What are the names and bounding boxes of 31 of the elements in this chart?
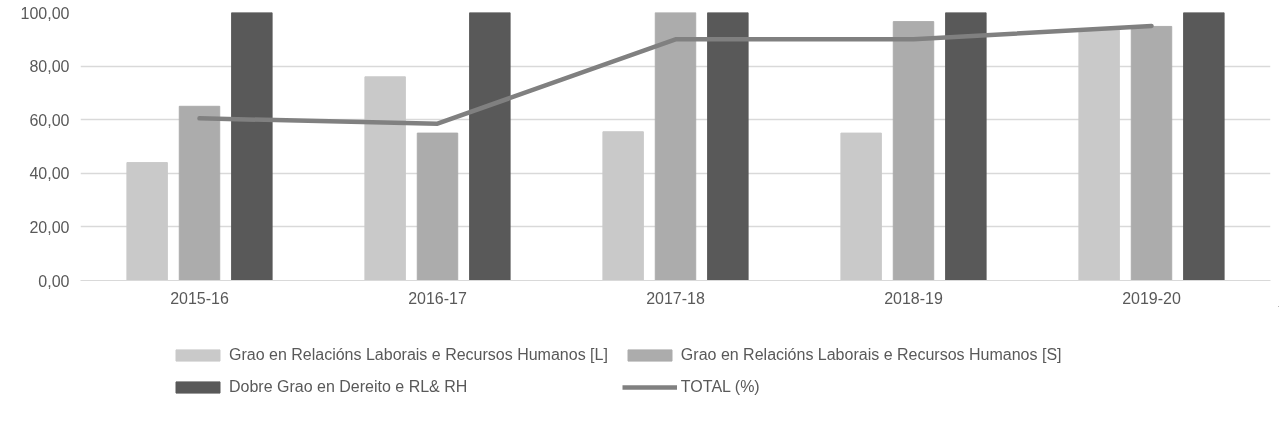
y-tick-label: 60,00	[29, 111, 70, 129]
x-tick-label: 2019-20	[1122, 289, 1181, 307]
bar	[231, 12, 273, 281]
y-tick-label: 100,00	[20, 4, 70, 22]
bar	[892, 21, 935, 281]
bar	[1130, 25, 1173, 281]
y-tick-label: 0,00	[38, 272, 70, 290]
bar	[469, 12, 511, 281]
bar	[707, 12, 749, 281]
legend-label: TOTAL (%)	[680, 378, 760, 396]
bar	[364, 76, 406, 281]
legend-label: Grao en Relacións Laborais e Recursos Humanos [S]	[680, 346, 1062, 364]
bar	[416, 132, 459, 281]
x-tick-label: 2018-19	[884, 289, 943, 307]
bar	[1078, 28, 1120, 281]
line-series	[197, 23, 1154, 126]
bar	[1183, 12, 1225, 281]
y-tick-label: 40,00	[29, 165, 70, 183]
bar	[840, 132, 882, 281]
y-tick-label: 20,00	[29, 218, 70, 236]
bar	[602, 131, 644, 281]
x-tick-label: 2016-17	[408, 289, 467, 307]
legend-label: Dobre Grao en Dereito e RL& RH	[229, 378, 468, 396]
bar	[654, 12, 697, 281]
legend-label: Grao en Relacións Laborais e Recursos Humanos [L]	[229, 346, 608, 364]
bar	[945, 12, 987, 281]
bar	[126, 162, 168, 281]
x-tick-label: 2015-16	[170, 289, 229, 307]
bar	[178, 105, 221, 281]
x-tick-label: 2017-18	[646, 289, 705, 307]
y-tick-label: 80,00	[29, 58, 70, 76]
